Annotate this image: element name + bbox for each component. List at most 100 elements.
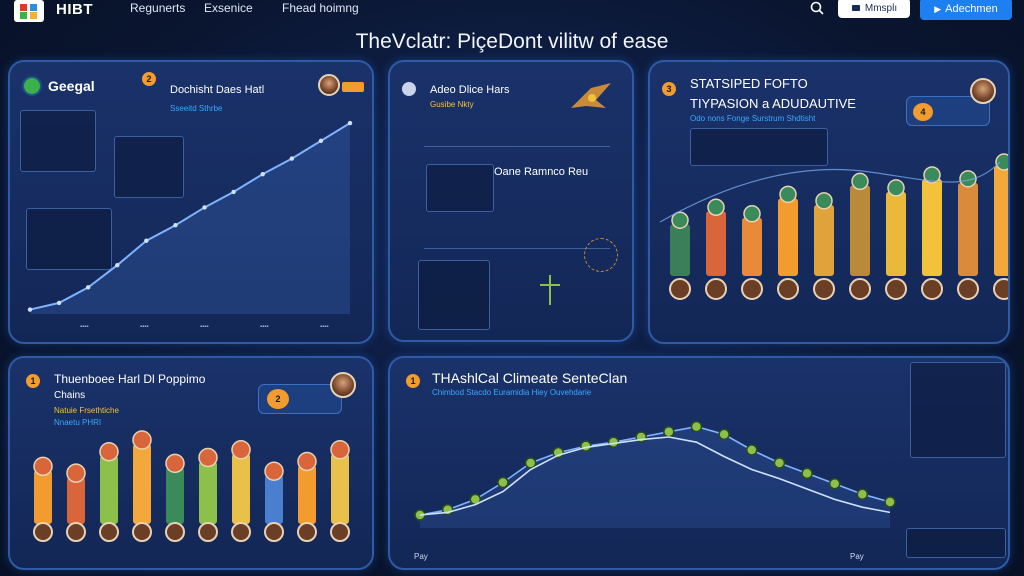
data-point <box>347 120 353 126</box>
bar-avatar <box>959 170 977 188</box>
data-point <box>202 205 207 210</box>
x-tick: ▪▪▪▪ <box>80 324 89 330</box>
data-point <box>144 238 149 243</box>
panel-title: Dochisht Daes Hatl <box>170 84 265 96</box>
data-point <box>828 478 841 490</box>
bar <box>670 224 690 276</box>
bar-avatar <box>995 153 1008 171</box>
panel-climate: 1 THAshlCal Climeate SenteClan Chimbod S… <box>388 356 1010 570</box>
search-button[interactable] <box>806 0 828 18</box>
bar-avatar <box>165 453 185 474</box>
bar-avatar <box>132 430 152 450</box>
panel-subtitle: Sseeitd Sthrbe <box>170 104 223 113</box>
data-point <box>27 307 33 312</box>
bar <box>34 470 52 524</box>
data-point <box>690 420 703 433</box>
step-badge: 1 <box>406 374 420 388</box>
avatar <box>231 522 251 542</box>
bar <box>994 166 1008 276</box>
data-point <box>231 189 236 195</box>
info-card[interactable] <box>690 128 828 166</box>
info-card[interactable] <box>26 208 112 270</box>
avatar <box>264 522 284 542</box>
bar-avatar <box>815 192 833 210</box>
avatar <box>993 278 1008 300</box>
panel-title: Thuenboee Harl Dl Poppimo <box>54 372 206 386</box>
info-card[interactable] <box>114 136 184 198</box>
panel-growth-chart: Geegal 2 Dochisht Daes Hatl Sseeitd Sthr… <box>8 60 374 344</box>
bar-chart <box>659 153 1008 300</box>
play-icon: ▶ <box>934 3 942 14</box>
message-icon <box>851 5 860 11</box>
data-point <box>856 488 869 500</box>
image-card[interactable] <box>426 164 494 212</box>
panel-statistics: 3 STATSIPED FOFTO TIYPASION a ADUDAUTIVE… <box>648 60 1010 344</box>
data-point <box>56 300 62 306</box>
tower-icon <box>540 275 560 305</box>
line-chart <box>414 420 896 528</box>
panel-subtitle: Chains <box>54 390 86 401</box>
data-point <box>318 138 324 144</box>
data-point <box>85 285 91 290</box>
bar <box>922 178 942 276</box>
bar <box>850 185 870 276</box>
bar <box>100 455 118 524</box>
tag-badge <box>342 82 364 92</box>
bird-icon <box>571 83 611 108</box>
trend-line <box>659 161 1001 223</box>
nav-link-exsenice[interactable]: Exsenice <box>204 1 253 15</box>
x-tick: ▪▪▪▪ <box>200 324 209 330</box>
data-point <box>801 467 813 480</box>
avatar <box>669 278 691 300</box>
nav-link-regunerts[interactable]: Regunerts <box>130 1 186 15</box>
avatar <box>777 278 799 300</box>
messages-button[interactable]: Mmsplı <box>838 0 910 18</box>
x-tick: ▪▪▪▪ <box>260 324 269 330</box>
cta-button-label: Adechmen <box>945 3 998 15</box>
bar-avatar <box>779 185 797 204</box>
avatar <box>330 372 356 398</box>
info-card[interactable] <box>20 110 96 172</box>
bar <box>67 477 85 524</box>
data-point <box>773 457 786 469</box>
bar-avatar <box>231 440 251 460</box>
brand-logo[interactable] <box>14 0 44 22</box>
data-point <box>524 457 537 469</box>
bar <box>331 453 349 524</box>
bar <box>232 453 250 524</box>
bar <box>199 461 217 524</box>
info-card[interactable] <box>906 528 1006 558</box>
divider <box>424 248 610 249</box>
area <box>420 426 890 528</box>
panel-title-line1: STATSIPED FOFTO <box>690 76 808 91</box>
growth-line-chart <box>27 120 353 314</box>
avatar <box>318 74 340 96</box>
panel-title: THAshlCal Climeate SenteClan <box>432 370 628 386</box>
nav-link-fhead-hoimng[interactable]: Fhead hoimng <box>282 1 359 15</box>
info-card[interactable] <box>418 260 490 330</box>
bar <box>958 182 978 276</box>
data-point <box>173 223 178 228</box>
data-point <box>289 156 295 161</box>
cta-button[interactable]: ▶ Adechmen <box>920 0 1012 20</box>
data-point <box>497 476 509 489</box>
bar-avatar <box>671 211 689 229</box>
data-point <box>663 426 675 438</box>
bar <box>133 444 151 524</box>
brand-name: HIBT <box>56 1 93 18</box>
bar <box>298 465 316 524</box>
avatar <box>813 278 835 300</box>
top-navigation: HIBT Regunerts Exsenice Fhead hoimng Mms… <box>0 0 1024 24</box>
bar-avatar <box>330 440 350 460</box>
series-line <box>419 436 891 516</box>
bar-avatar <box>33 456 53 477</box>
panel-title-line2: TIYPASION a ADUDAUTIVE <box>690 96 856 111</box>
metric-chip[interactable]: 2 <box>258 384 342 414</box>
panel-subtitle: Odo nons Fonge Surstrum Shdtisht <box>690 114 816 123</box>
info-card[interactable] <box>910 362 1006 458</box>
bar-avatar <box>198 447 218 468</box>
avatar <box>99 522 119 542</box>
bar-chart <box>33 430 350 542</box>
x-tick: ▪▪▪▪ <box>320 324 329 330</box>
metric-badge: 4 <box>913 103 933 121</box>
